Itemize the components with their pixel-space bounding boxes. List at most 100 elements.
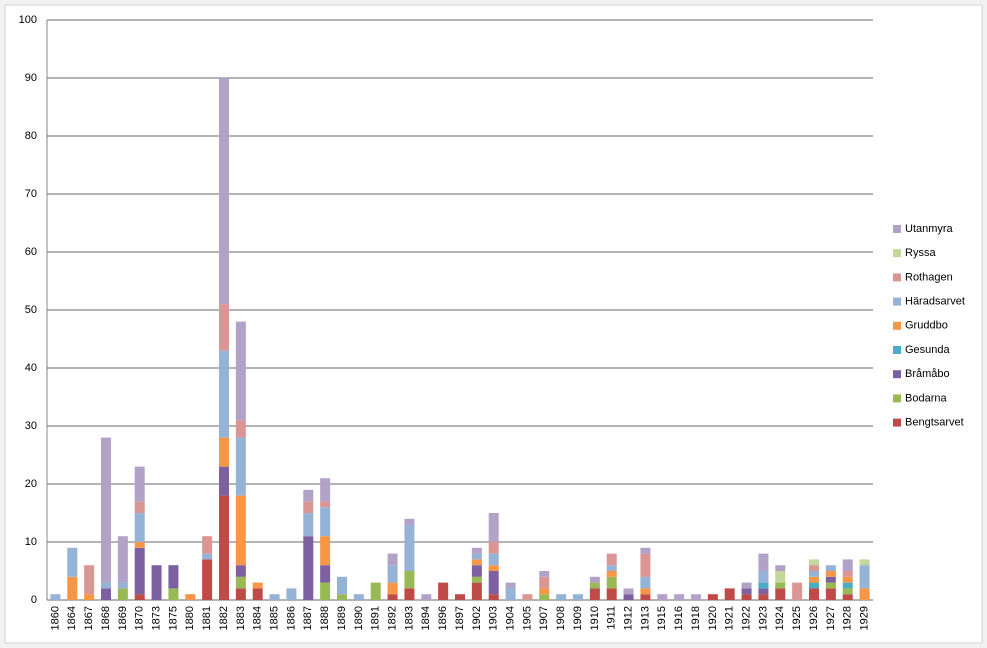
bar-segment: [775, 588, 786, 600]
x-tick-label: 1875: [167, 606, 179, 630]
bar-segment: [775, 565, 786, 571]
x-tick-label: 1927: [825, 606, 837, 630]
bar-segment: [859, 588, 870, 600]
bar-segment: [758, 588, 769, 595]
bar-segment: [809, 588, 819, 600]
legend-swatch: [893, 346, 901, 354]
bar-segment: [235, 495, 246, 566]
bar-segment: [320, 501, 331, 508]
bar-segment: [741, 594, 752, 600]
bar-segment: [185, 594, 196, 600]
bar-segment: [67, 576, 78, 600]
bar-segment: [134, 547, 145, 595]
bar-segment: [606, 553, 617, 566]
bar-segment: [758, 594, 769, 600]
bar-segment: [573, 594, 583, 600]
legend-label: Rothagen: [905, 271, 953, 283]
bar-segment: [809, 559, 819, 566]
legend-swatch: [893, 225, 901, 233]
x-tick-label: 1918: [690, 606, 702, 630]
y-tick-label: 20: [25, 478, 37, 490]
bar-segment: [522, 594, 533, 600]
x-tick-label: 1896: [437, 606, 449, 630]
bar-segment: [117, 536, 128, 583]
bar-segment: [219, 437, 229, 467]
bar-segment: [859, 565, 870, 589]
bar-segment: [67, 547, 78, 577]
bar-segment: [471, 576, 482, 583]
bar-segment: [775, 582, 786, 589]
bar-segment: [235, 565, 246, 577]
bar-segment: [303, 501, 314, 513]
y-tick-label: 80: [25, 130, 37, 142]
legend-label: Gesunda: [905, 344, 951, 356]
bar-segment: [589, 582, 600, 589]
bar-segment: [842, 582, 853, 589]
bar-segment: [320, 507, 331, 537]
bar-segment: [842, 576, 853, 583]
x-tick-label: 1913: [639, 606, 651, 630]
bar-segment: [589, 576, 600, 583]
x-tick-label: 1870: [134, 606, 146, 630]
bar-segment: [269, 594, 280, 600]
bar-segment: [471, 559, 482, 566]
bar-segment: [775, 571, 786, 583]
bar-segment: [792, 582, 803, 600]
bar-segment: [235, 576, 246, 589]
legend-swatch: [893, 418, 901, 427]
bar-segment: [387, 582, 398, 595]
bar-segment: [842, 594, 853, 600]
bar-segment: [758, 582, 769, 589]
y-tick-label: 70: [25, 188, 37, 200]
x-tick-label: 1911: [606, 606, 618, 630]
x-tick-label: 1908: [555, 606, 567, 630]
legend-swatch: [893, 370, 901, 379]
y-tick-label: 10: [25, 536, 37, 548]
x-tick-label: 1894: [420, 606, 432, 630]
bar-segment: [286, 588, 297, 600]
bar-segment: [488, 553, 499, 566]
bar-segment: [404, 588, 415, 600]
bar-segment: [505, 582, 516, 589]
bar-segment: [50, 594, 61, 600]
bar-segment: [471, 582, 482, 600]
bar-segment: [353, 594, 364, 600]
bar-segment: [809, 565, 819, 571]
x-tick-label: 1880: [184, 606, 196, 630]
bar-segment: [117, 582, 128, 589]
x-tick-label: 1890: [353, 606, 365, 630]
x-tick-label: 1916: [673, 606, 685, 630]
legend-swatch: [893, 321, 901, 330]
legend-swatch: [893, 394, 901, 403]
x-tick-label: 1924: [774, 606, 786, 630]
bar-segment: [320, 582, 331, 600]
bar-segment: [235, 321, 246, 421]
legend-label: Ryssa: [905, 247, 936, 259]
bar-segment: [488, 542, 499, 554]
bar-segment: [623, 594, 634, 600]
bar-segment: [404, 518, 415, 525]
bar-segment: [859, 559, 870, 566]
bar-segment: [117, 588, 128, 600]
x-tick-label: 1893: [403, 606, 415, 630]
bar-segment: [404, 571, 415, 589]
x-tick-label: 1885: [268, 606, 280, 630]
bar-segment: [556, 594, 567, 600]
y-tick-label: 30: [25, 420, 37, 432]
bar-segment: [202, 553, 213, 560]
x-tick-label: 1923: [757, 606, 769, 630]
x-tick-label: 1869: [117, 606, 129, 630]
x-tick-label: 1881: [201, 606, 213, 630]
bar-segment: [303, 536, 314, 600]
x-tick-label: 1860: [49, 606, 61, 630]
y-tick-label: 0: [31, 594, 37, 606]
bar-segment: [101, 582, 111, 589]
y-tick-label: 100: [19, 14, 37, 26]
bar-segment: [370, 582, 381, 600]
y-tick-label: 40: [25, 362, 37, 374]
bar-segment: [640, 553, 651, 577]
bar-segment: [235, 588, 246, 600]
x-tick-label: 1873: [150, 606, 162, 630]
x-tick-label: 1909: [572, 606, 584, 630]
x-tick-label: 1868: [100, 606, 112, 630]
